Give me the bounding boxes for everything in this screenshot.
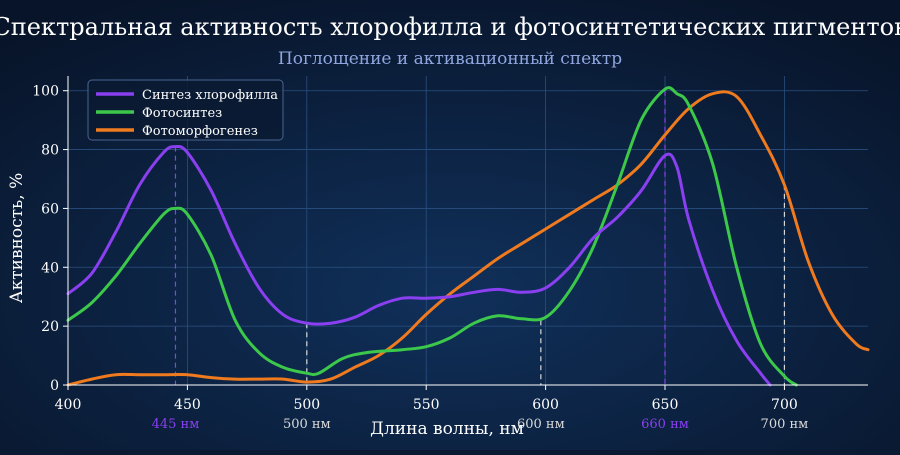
marker-lines bbox=[174, 90, 786, 385]
marker-labels: 445 нм 500 нм 600 нм 660 нм 700 нм bbox=[152, 417, 809, 432]
x-tick-label: 650 bbox=[652, 397, 679, 413]
y-tick-label: 100 bbox=[32, 84, 59, 100]
x-tick-label: 400 bbox=[55, 397, 82, 413]
x-tick-label: 700 bbox=[771, 397, 798, 413]
legend-box bbox=[87, 79, 284, 141]
chart-subtitle: Поглощение и активационный спектр bbox=[278, 49, 622, 69]
marker-label: 700 нм bbox=[761, 417, 809, 432]
marker-label: 445 нм bbox=[152, 417, 200, 432]
marker-label: 500 нм bbox=[283, 417, 331, 432]
x-tick-label: 600 bbox=[532, 397, 559, 413]
series-line bbox=[66, 86, 798, 387]
series-lines bbox=[66, 86, 870, 387]
y-tick-label: 40 bbox=[41, 260, 59, 276]
y-tick-label: 0 bbox=[50, 378, 59, 394]
legend: Синтез хлорофилла Фотосинтез Фотоморфогене… bbox=[87, 79, 284, 141]
x-tick-label: 550 bbox=[413, 397, 440, 413]
x-axis-label: Длина волны, нм bbox=[370, 419, 524, 439]
chart-title: Спектральная активность хлорофилла и фот… bbox=[0, 13, 900, 41]
y-tick-label: 20 bbox=[41, 319, 59, 335]
y-tick-labels: 0 20 40 60 80 100 bbox=[32, 84, 59, 394]
y-tick-label: 80 bbox=[41, 143, 59, 159]
legend-label: Фотоморфогенез bbox=[142, 124, 258, 139]
legend-label: Синтез хлорофилла bbox=[142, 88, 278, 103]
series-line bbox=[66, 90, 870, 387]
marker-label: 660 нм bbox=[641, 417, 689, 432]
axes bbox=[63, 76, 868, 390]
x-tick-labels: 400 450 500 550 600 650 700 bbox=[55, 397, 798, 413]
x-tick-label: 450 bbox=[174, 397, 201, 413]
y-axis-label: Активность, % bbox=[7, 173, 27, 304]
x-tick-label: 500 bbox=[293, 397, 320, 413]
y-tick-label: 60 bbox=[41, 201, 59, 217]
legend-label: Фотосинтез bbox=[142, 106, 222, 121]
series-line bbox=[66, 144, 772, 387]
marker-label: 600 нм bbox=[517, 417, 565, 432]
